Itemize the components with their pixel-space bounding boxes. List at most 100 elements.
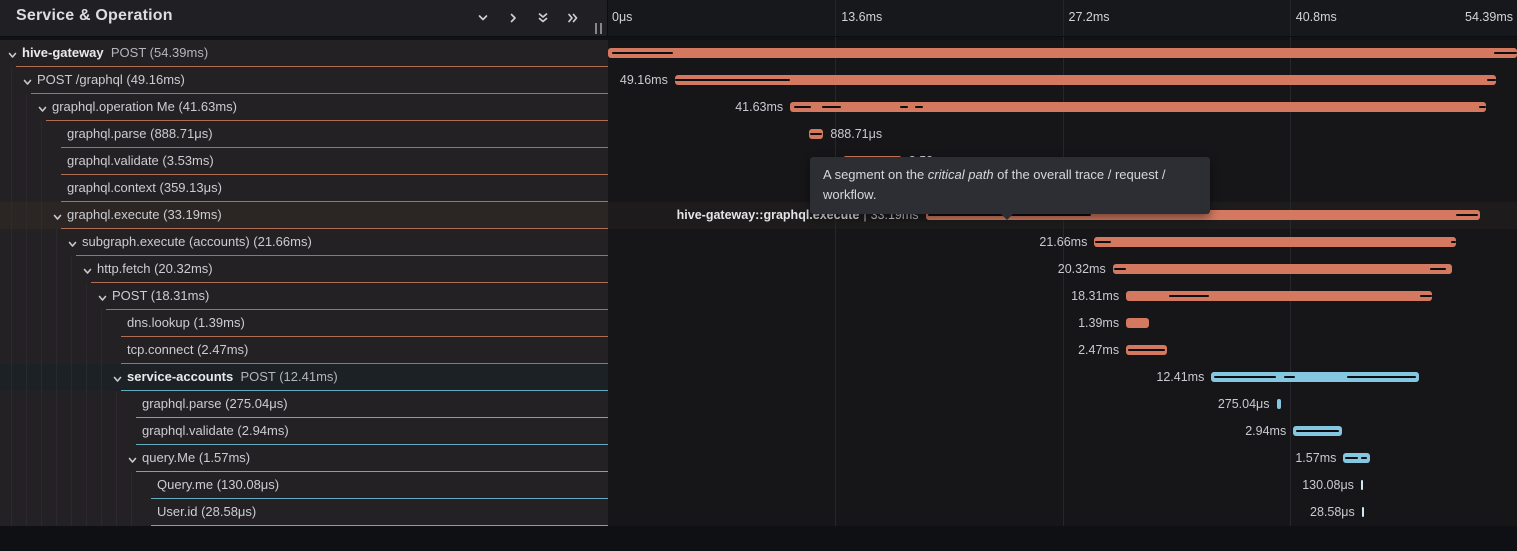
critical-path-segment[interactable] [1419,294,1433,298]
span-name-cell[interactable]: graphql.validate (3.53ms) [0,148,608,175]
span-name-cell[interactable]: query.Me (1.57ms) [0,445,608,472]
critical-path-segment[interactable] [1456,213,1478,217]
indent-guide [11,499,12,526]
row-chevron-down-icon[interactable] [22,75,33,86]
critical-path-segment[interactable] [1095,240,1111,244]
indent-guide [11,310,12,337]
critical-path-segment[interactable] [900,105,908,109]
span-name-cell[interactable]: POST (18.31ms) [0,283,608,310]
span-duration-bar[interactable] [1343,453,1370,463]
critical-path-segment[interactable] [914,105,924,109]
span-duration-bar[interactable] [1211,372,1419,382]
span-name-cell[interactable]: graphql.context (359.13μs) [0,175,608,202]
row-underline [46,120,608,121]
indent-guide [71,256,72,283]
span-row: dns.lookup (1.39ms) 1.39ms [0,310,1517,337]
critical-path-segment[interactable] [1478,105,1486,109]
critical-path-segment[interactable] [1213,375,1276,379]
critical-path-segment[interactable] [1486,78,1497,82]
critical-path-segment[interactable] [1113,267,1127,271]
span-duration-bar[interactable] [1293,426,1343,436]
span-row: graphql.context (359.13μs)359.13μs [0,175,1517,202]
critical-path-segment[interactable] [1283,375,1296,379]
critical-path-segment[interactable] [611,51,674,55]
row-chevron-down-icon[interactable] [82,264,93,275]
span-timeline-cell: 1.57ms [608,445,1517,472]
critical-path-segment[interactable] [809,132,823,136]
span-duration-bar[interactable] [808,129,824,139]
critical-path-segment[interactable] [1128,348,1166,352]
span-name-cell[interactable]: graphql.validate (2.94ms) [0,418,608,445]
span-name: dns.lookup (1.39ms) [127,315,245,330]
indent-guide [26,202,27,229]
collapse-one-button[interactable] [474,9,491,26]
double-chevron-down-icon [538,12,547,22]
span-name-cell[interactable]: dns.lookup (1.39ms) [0,310,608,337]
bottom-strip [0,526,1517,551]
critical-path-segment[interactable] [822,105,841,109]
span-name-cell[interactable]: subgraph.execute (accounts) (21.66ms) [0,229,608,256]
indent-guide [56,472,57,499]
span-duration-tick[interactable] [1360,480,1363,490]
span-name-cell[interactable]: tcp.connect (2.47ms) [0,337,608,364]
critical-path-segment[interactable] [793,105,812,109]
row-chevron-down-icon[interactable] [67,237,78,248]
row-chevron-down-icon[interactable] [112,372,123,383]
indent-guide [56,256,57,283]
span-duration-bar[interactable] [790,102,1486,112]
span-duration-bar[interactable] [1276,399,1282,409]
row-chevron-down-icon[interactable] [7,48,18,59]
indent-guide [71,364,72,391]
span-name-cell[interactable]: http.fetch (20.32ms) [0,256,608,283]
span-row: POST /graphql (49.16ms) 49.16ms [0,67,1517,94]
span-name-cell[interactable]: User.id (28.58μs) [0,499,608,526]
span-name: POST /graphql (49.16ms) [37,72,185,87]
indent-guide [11,175,12,202]
indent-guide [86,337,87,364]
span-row: subgraph.execute (accounts) (21.66ms) 21.… [0,229,1517,256]
span-duration-tick[interactable] [1361,507,1364,517]
span-name-cell[interactable]: service-accounts POST (12.41ms) [0,364,608,391]
span-duration-bar[interactable] [1126,291,1433,301]
span-duration-bar[interactable] [1094,237,1457,247]
span-name-cell[interactable]: graphql.parse (888.71μs) [0,121,608,148]
row-chevron-down-icon[interactable] [97,291,108,302]
span-duration-bar[interactable] [674,75,1497,85]
span-timeline-cell: 1.39ms [608,310,1517,337]
span-duration-bar[interactable] [608,48,1517,58]
critical-path-segment[interactable] [1429,267,1446,271]
span-name-cell[interactable]: Query.me (130.08μs) [0,472,608,499]
critical-path-segment[interactable] [1347,375,1416,379]
critical-path-segment[interactable] [1360,456,1367,460]
label-separator: | [863,208,867,222]
critical-path-segment[interactable] [1344,456,1358,460]
row-chevron-down-icon[interactable] [52,210,63,221]
span-name-cell[interactable]: graphql.operation Me (41.63ms) [0,94,608,121]
indent-guide [86,391,87,418]
span-name-cell[interactable]: POST /graphql (49.16ms) [0,67,608,94]
span-name-cell[interactable]: hive-gateway POST (54.39ms) [0,40,608,67]
row-chevron-down-icon[interactable] [127,453,138,464]
span-duration-bar[interactable] [1126,345,1168,355]
panel-resize-handle[interactable] [595,23,602,34]
span-duration-label: 12.41ms [1156,370,1205,384]
critical-path-segment[interactable] [1296,429,1340,433]
span-row: graphql.parse (275.04μs) 275.04μs [0,391,1517,418]
span-duration-bar[interactable] [1112,264,1453,274]
critical-path-segment[interactable] [674,78,790,82]
expand-all-button[interactable] [564,9,581,26]
tooltip-text-after: of the overall trace / request / workflo… [823,167,1166,202]
row-underline [61,201,608,202]
span-name-cell[interactable]: graphql.execute (33.19ms) [0,202,608,229]
collapse-all-button[interactable] [534,9,551,26]
critical-path-segment[interactable] [1168,294,1209,298]
indent-guide [11,472,12,499]
critical-path-segment[interactable] [1494,51,1517,55]
row-chevron-down-icon[interactable] [37,102,48,113]
span-name-cell[interactable]: graphql.parse (275.04μs) [0,391,608,418]
span-timeline-cell: 130.08μs [608,472,1517,499]
expand-one-button[interactable] [504,9,521,26]
span-name: service-accounts POST (12.41ms) [127,369,338,384]
span-duration-bar[interactable] [1126,318,1150,328]
critical-path-segment[interactable] [1450,240,1457,244]
